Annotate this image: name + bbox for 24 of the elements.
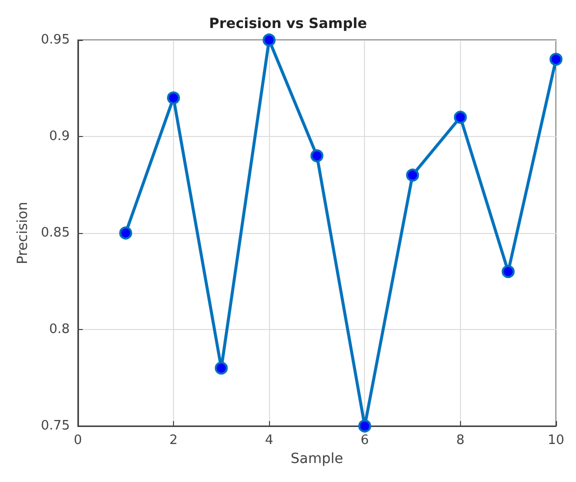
- point: [454, 110, 467, 124]
- y-axis-title: Precision: [15, 202, 31, 264]
- y-tick-label: 0.75: [40, 418, 70, 434]
- point: [358, 420, 372, 432]
- x-axis-title: Sample: [290, 451, 344, 467]
- x-tick-label: 6: [360, 433, 369, 448]
- point: [406, 168, 420, 182]
- point: [119, 226, 132, 240]
- y-tick-label: 0.9: [49, 129, 70, 144]
- point: [166, 91, 180, 104]
- x-tick-label: 2: [169, 433, 178, 448]
- x-tick-label: 0: [74, 433, 82, 448]
- y-tick-label: 0.95: [40, 32, 70, 48]
- point: [310, 149, 324, 162]
- y-tick-label: 0.8: [49, 322, 70, 337]
- point: [550, 52, 562, 66]
- x-tick-label: 4: [264, 433, 274, 448]
- point: [502, 265, 515, 278]
- chart-title: Precision vs Sample: [208, 16, 368, 32]
- x-tick-label: 10: [548, 433, 564, 448]
- x-tick-label: 8: [456, 433, 465, 448]
- point: [262, 34, 276, 46]
- y-tick-label: 0.85: [40, 226, 70, 240]
- point: [214, 362, 228, 375]
